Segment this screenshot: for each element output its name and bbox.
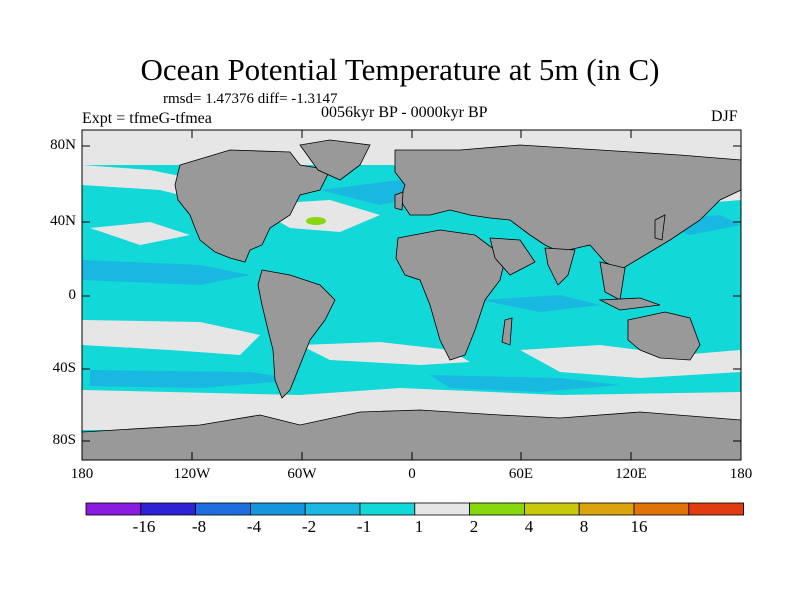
lat-label-80s: 80S xyxy=(52,432,76,448)
legend-swatch xyxy=(249,502,306,516)
legend-swatch xyxy=(524,502,580,516)
legend-label: 8 xyxy=(579,517,589,536)
season-label: DJF xyxy=(711,108,738,125)
legend-label: -2 xyxy=(301,517,317,536)
lon-label-0: 0 xyxy=(408,466,416,482)
legend-swatch xyxy=(414,502,470,516)
lat-ticks xyxy=(82,145,741,442)
legend-label: -1 xyxy=(356,517,372,536)
legend-label: 2 xyxy=(469,517,479,536)
legend-label: 4 xyxy=(524,517,534,536)
legend-label: -4 xyxy=(246,517,262,536)
lat-label-80n: 80N xyxy=(50,137,76,153)
warm-anomaly-spot xyxy=(306,217,326,225)
legend-swatch xyxy=(195,502,251,516)
legend-swatch xyxy=(140,502,197,516)
rmsd-diff-stats: rmsd= 1.47376 diff= -1.3147 xyxy=(163,91,338,107)
lon-label-60w: 60W xyxy=(287,466,317,482)
legend-label: 1 xyxy=(414,517,424,536)
lat-label-40s: 40S xyxy=(52,360,76,376)
lon-label-180w: 180 xyxy=(70,466,94,482)
legend-swatch xyxy=(304,502,361,516)
lon-label-120e: 120E xyxy=(615,466,647,482)
legend-label: -8 xyxy=(191,517,207,536)
legend-swatch xyxy=(688,502,744,516)
legend-swatch xyxy=(578,502,635,516)
lon-label-60e: 60E xyxy=(508,466,534,482)
legend-swatch xyxy=(359,502,416,516)
lon-label-120w: 120W xyxy=(173,466,211,482)
period-label: 0056kyr BP - 0000kyr BP xyxy=(321,104,488,121)
legend-swatch xyxy=(469,502,525,516)
experiment-label: Expt = tfmeG-tfmea xyxy=(82,110,212,127)
legend-label: 16 xyxy=(630,517,648,536)
legend-swatch xyxy=(85,502,142,516)
legend-label: -16 xyxy=(132,517,156,536)
land-masses xyxy=(82,139,741,460)
lat-label-40n: 40N xyxy=(50,213,76,229)
lat-label-0: 0 xyxy=(68,287,77,303)
lon-label-180e: 180 xyxy=(729,466,753,482)
figure-title: Ocean Potential Temperature at 5m (in C) xyxy=(140,52,660,87)
legend-swatch xyxy=(633,502,690,516)
lon-ticks xyxy=(81,130,632,460)
